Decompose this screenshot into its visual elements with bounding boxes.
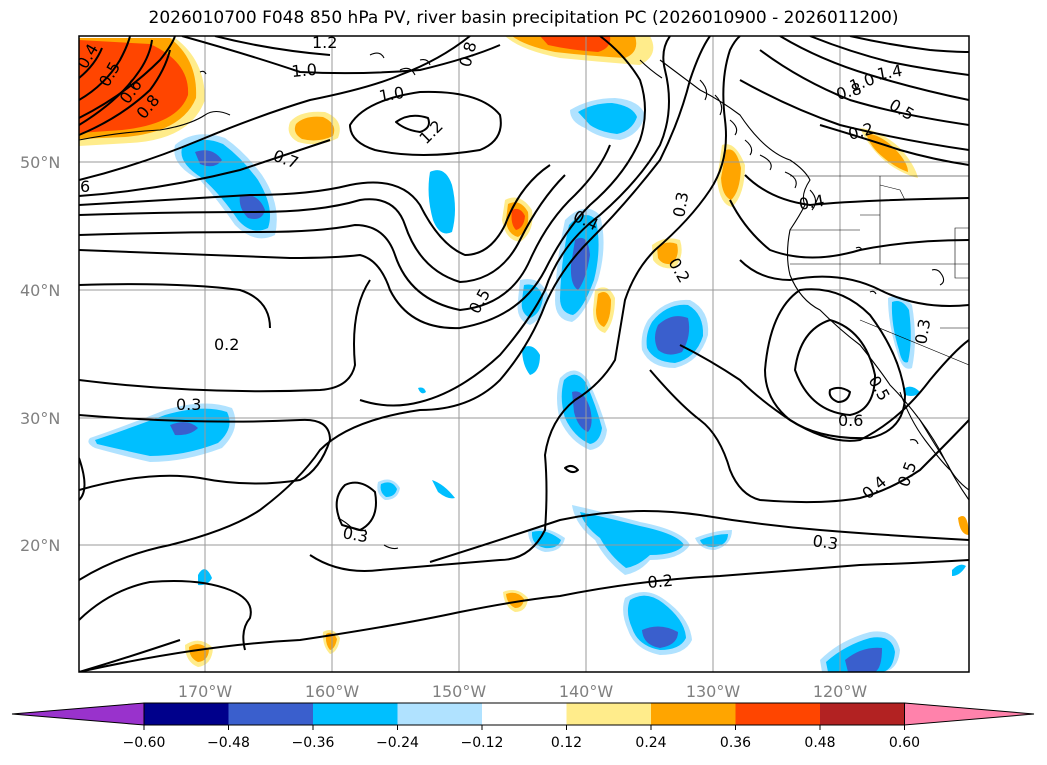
shading-layer <box>79 36 969 672</box>
shade-positive <box>511 208 525 230</box>
contour-label: 0.3 <box>176 395 201 414</box>
shade-negative <box>522 346 540 375</box>
shade-negative <box>580 512 684 568</box>
lat-label: 50°N <box>20 153 60 172</box>
contour-label: 0.5 <box>886 95 918 124</box>
contour-label: 1.2 <box>312 33 337 52</box>
shade-negative <box>700 534 728 547</box>
shade-positive <box>540 36 611 52</box>
shade-negative <box>905 386 920 396</box>
contour-label: 0.4 <box>797 191 825 214</box>
contour-label: 0.6 <box>838 411 863 430</box>
pv-contours <box>79 36 969 672</box>
shade-positive <box>325 632 337 650</box>
contour-label: 0.2 <box>647 571 674 592</box>
shade-positive <box>958 516 969 535</box>
lon-axis: 170°W 160°W 150°W 140°W 130°W 120°W <box>178 682 868 701</box>
shade-negative <box>578 103 637 134</box>
shade-negative <box>521 284 543 318</box>
lat-label: 30°N <box>20 409 60 428</box>
lon-label: 160°W <box>305 682 360 701</box>
contour-label: 0.5 <box>865 373 894 405</box>
lon-label: 120°W <box>813 682 868 701</box>
lon-label: 170°W <box>178 682 233 701</box>
contour-label: 0.3 <box>911 317 934 345</box>
shade-positive <box>79 40 189 133</box>
contour-label: 0.3 <box>669 190 692 218</box>
map-title: 2026010700 F048 850 hPa PV, river basin … <box>148 8 899 28</box>
shade-positive <box>657 242 678 265</box>
lat-label: 40°N <box>20 281 60 300</box>
shade-negative <box>845 647 882 672</box>
lat-axis: 50°N 40°N 30°N 20°N <box>20 153 60 555</box>
contour-label: 1.0 <box>291 60 318 81</box>
borders <box>790 175 969 366</box>
shade-negative <box>170 422 198 436</box>
contour-label: 0.5 <box>894 459 921 489</box>
lon-label: 140°W <box>559 682 614 701</box>
contour-label: 1.0 <box>377 83 405 106</box>
lon-label: 150°W <box>432 682 487 701</box>
contour-label: 1.4 <box>875 61 903 84</box>
shade-positive <box>506 592 524 608</box>
shade-positive <box>294 116 335 141</box>
lat-label: 20°N <box>20 536 60 555</box>
contour-label: 6 <box>80 177 90 196</box>
contour-label: 0.8 <box>834 79 864 104</box>
shade-positive <box>596 292 611 327</box>
contour-label: 0.4 <box>858 472 890 503</box>
shade-negative <box>570 237 590 290</box>
shade-negative <box>428 170 455 234</box>
contour-label: 0.3 <box>341 523 369 546</box>
shade-negative <box>642 626 678 648</box>
shade-negative <box>418 387 426 394</box>
shade-negative <box>432 480 455 499</box>
shade-negative <box>380 482 397 497</box>
lon-label: 130°W <box>686 682 741 701</box>
map-frame <box>78 35 970 673</box>
shade-negative <box>531 531 561 549</box>
shade-negative <box>572 391 592 432</box>
contour-label: 0.2 <box>214 335 239 354</box>
contour-label: 0.7 <box>271 146 301 173</box>
contour-label: 1.2 <box>415 116 446 147</box>
contour-label: 0.3 <box>811 531 839 553</box>
shade-negative <box>891 301 911 363</box>
shade-negative <box>952 564 966 576</box>
